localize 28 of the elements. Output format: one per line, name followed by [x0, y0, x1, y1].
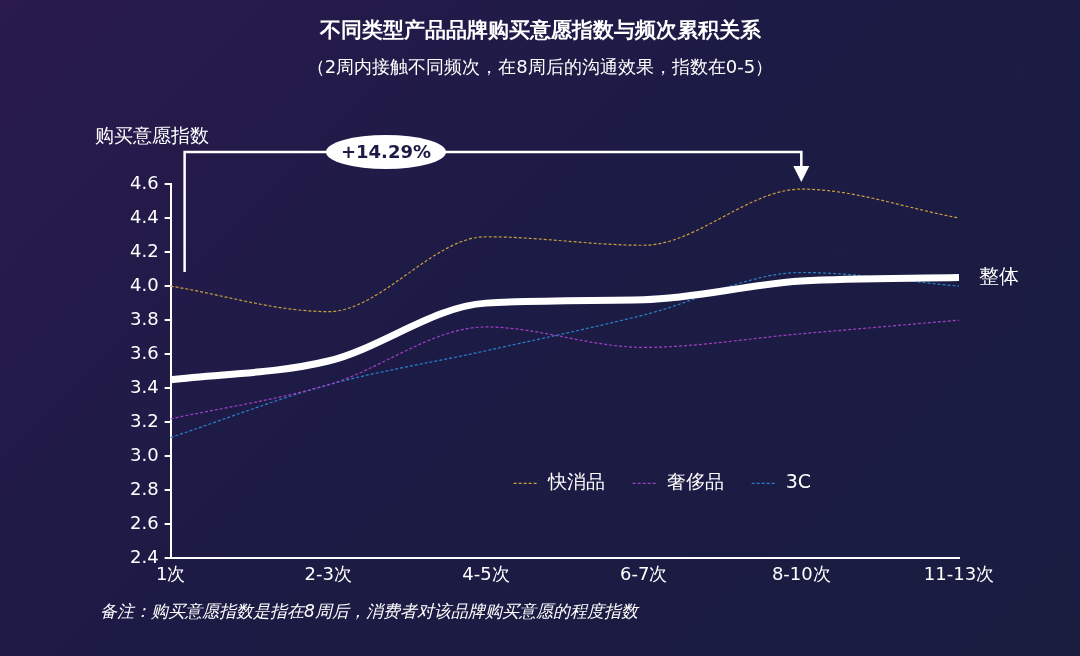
y-tick-label: 4.0 — [129, 273, 159, 295]
chart-subtitle: （2周内接触不同频次，在8周后的沟通效果，指数在0-5） — [306, 55, 774, 77]
text: 备注：购买意愿指数是指在8周后，消费者对该品牌购买意愿的程度指数 — [100, 601, 640, 622]
y-tick-label: 3.0 — [129, 443, 159, 465]
x-tick-label: 6-7次 — [619, 562, 668, 584]
text: +14.29% — [340, 140, 432, 162]
y-tick-label: 3.6 — [129, 341, 159, 363]
legend-label: 奢侈品 — [666, 470, 724, 493]
x-tick-label: 2-3次 — [304, 562, 352, 584]
y-tick-label: 4.4 — [129, 205, 159, 227]
y-tick-label: 4.6 — [129, 171, 159, 193]
y-tick-label: 2.8 — [129, 478, 159, 499]
y-axis-title: 购买意愿指数 — [95, 123, 209, 146]
x-tick-label: 11-13次 — [923, 562, 995, 584]
y-tick-label: 3.8 — [129, 307, 159, 329]
x-tick-label: 4-5次 — [462, 562, 510, 584]
legend-label: 快消品 — [546, 470, 605, 493]
y-tick-label: 3.2 — [129, 409, 159, 431]
y-tick-label: 2.6 — [129, 512, 159, 534]
line-series — [170, 319, 960, 420]
y-tick-label: 4.2 — [129, 239, 159, 261]
chart-title: 不同类型产品品牌购买意愿指数与频次累积关系 — [318, 18, 762, 43]
series-label: 整体 — [979, 263, 1019, 288]
y-tick-label: 3.4 — [129, 375, 159, 397]
x-tick-label: 8-10次 — [771, 562, 831, 584]
line-series — [170, 271, 960, 439]
legend-label: 3C — [785, 470, 811, 493]
line-series — [170, 188, 960, 313]
